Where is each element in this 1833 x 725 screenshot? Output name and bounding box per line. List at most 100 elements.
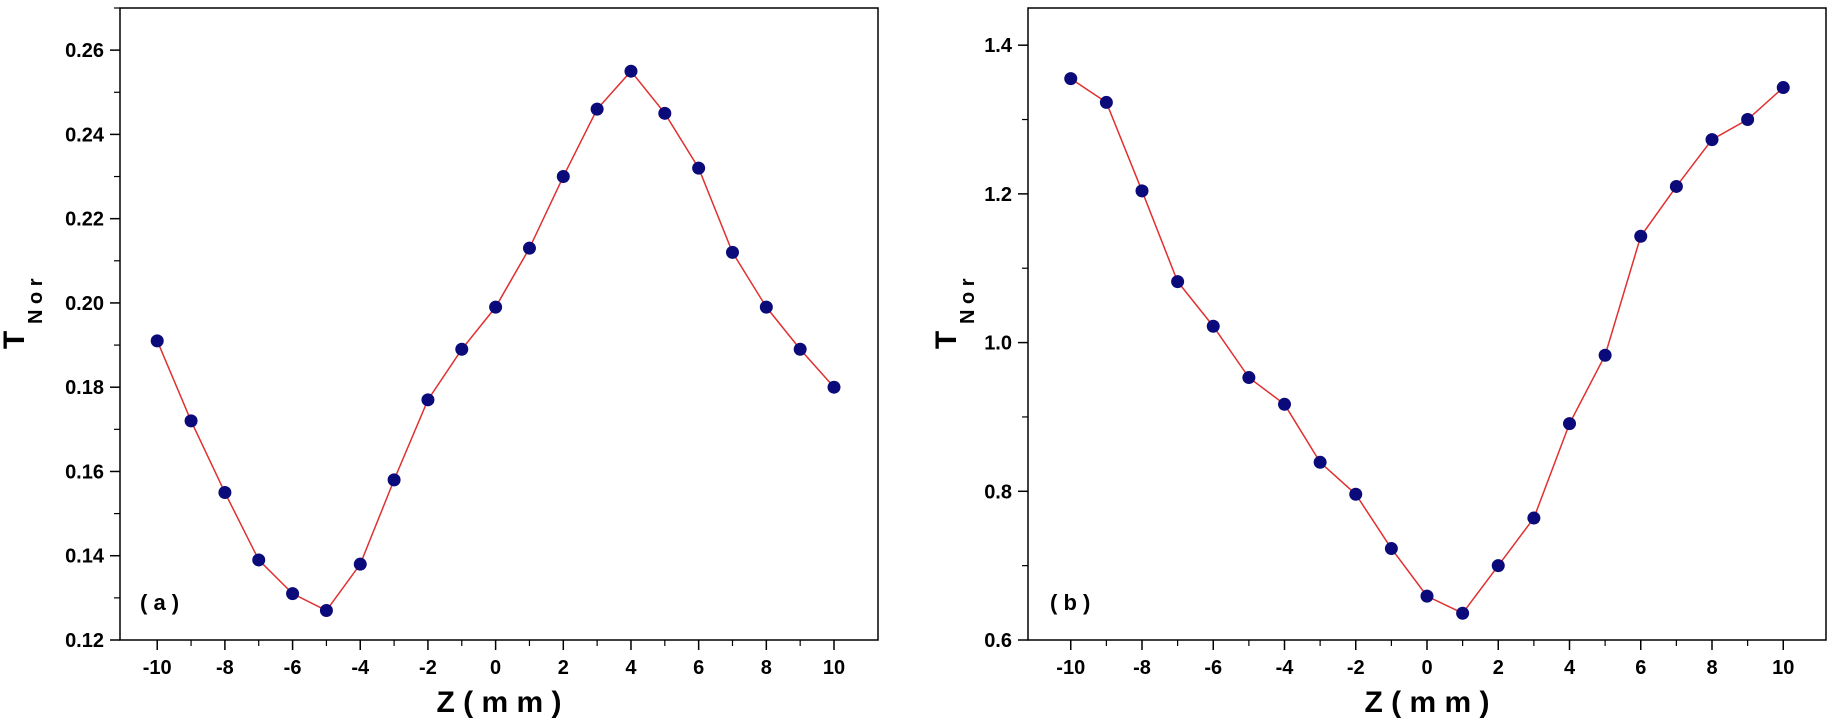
y-tick-label: 0.24: [65, 124, 105, 146]
x-tick-label: -10: [143, 657, 172, 679]
y-tick-label: 0.14: [65, 546, 105, 568]
data-point: [1171, 275, 1185, 289]
series-line: [156, 70, 835, 612]
panel-label: ( a ): [140, 590, 179, 615]
y-axis-label-sub: N o r: [957, 278, 979, 324]
data-point: [522, 241, 536, 255]
x-tick-label: 8: [761, 657, 772, 679]
y-tick-label: 0.16: [65, 461, 104, 483]
data-point: [1064, 72, 1078, 86]
y-axis-label-sub: N o r: [25, 278, 47, 324]
data-point: [218, 486, 232, 500]
x-tick-label: 2: [1493, 657, 1504, 679]
x-tick-label: 8: [1706, 657, 1717, 679]
x-tick-label: -2: [1347, 657, 1365, 679]
y-tick-label: 0.20: [65, 293, 104, 315]
x-tick-label: 0: [490, 657, 501, 679]
data-point: [1135, 184, 1149, 198]
data-point: [421, 393, 435, 407]
data-point: [1456, 606, 1470, 620]
chart-panel-a: -10 -8 -6 -4 -2 0 2 4 6 8 10 0.120.140.160.180.200…: [0, 7, 879, 719]
data-point: [1242, 371, 1256, 385]
x-tick-label: 2: [558, 657, 569, 679]
chart-panel-b: -10 -8 -6 -4 -2 0 2 4 6 8 10 0.6 0.8 1.0 1.2 1.4 ( b )…: [930, 7, 1827, 719]
y-axis-label-main: T: [930, 331, 963, 349]
y-tick-label: 0.22: [65, 209, 104, 231]
plot-frame: [1027, 7, 1827, 641]
x-tick-label: 6: [693, 657, 704, 679]
data-point: [1776, 81, 1790, 95]
x-tick-label: -4: [1276, 657, 1295, 679]
x-axis-label: Z ( m m ): [437, 686, 562, 719]
y-tick-label: 0.6: [984, 630, 1012, 652]
series-markers: [150, 64, 841, 618]
data-point: [1384, 542, 1398, 556]
data-point: [658, 106, 672, 120]
y-tick-label: 1.2: [984, 184, 1012, 206]
x-tick-label: 4: [1564, 657, 1576, 679]
axis-ticks: [110, 7, 835, 650]
y-tick-label: 1.4: [984, 35, 1013, 57]
data-point: [1669, 179, 1683, 193]
x-tick-labels: -10 -8 -6 -4 -2 0 2 4 6 8 10: [1056, 657, 1794, 679]
x-tick-label: 0: [1421, 657, 1432, 679]
data-point: [387, 473, 401, 487]
data-point: [1491, 559, 1505, 573]
y-tick-label: 0.18: [65, 377, 104, 399]
data-point: [1278, 397, 1291, 411]
x-tick-label: -6: [284, 657, 302, 679]
x-tick-label: 6: [1635, 657, 1646, 679]
x-tick-label: 10: [823, 657, 845, 679]
y-tick-label: 0.8: [984, 481, 1012, 503]
x-tick-label: 10: [1772, 657, 1794, 679]
data-point: [1705, 133, 1719, 147]
x-tick-label: -6: [1204, 657, 1222, 679]
y-tick-labels: 0.12 0.14 0.16 0.18 0.20 0.22 0.24 0.26: [65, 40, 105, 652]
y-axis-label-main: T: [0, 331, 31, 349]
data-point: [319, 604, 333, 618]
series-line: [1070, 78, 1784, 615]
data-point: [1206, 319, 1220, 333]
data-point: [692, 161, 706, 175]
data-point: [590, 102, 604, 116]
data-point: [1527, 511, 1541, 525]
axis-ticks: [1018, 44, 1784, 650]
x-tick-label: -4: [351, 657, 370, 679]
data-point: [1099, 95, 1113, 109]
data-point: [184, 414, 198, 428]
panel-label: ( b ): [1050, 590, 1090, 615]
series-line-path: [156, 70, 835, 612]
data-point: [455, 342, 469, 356]
plot-frame: [119, 7, 879, 641]
data-point: [624, 64, 638, 78]
data-point: [489, 300, 503, 314]
x-axis-label: Z ( m m ): [1365, 686, 1490, 719]
data-point: [1563, 417, 1576, 431]
data-point: [1741, 113, 1755, 127]
data-point: [759, 300, 773, 314]
x-tick-label: -8: [216, 657, 234, 679]
data-point: [556, 170, 570, 184]
y-tick-label: 0.12: [65, 630, 104, 652]
x-tick-label: 4: [625, 657, 637, 679]
x-tick-labels: -10 -8 -6 -4 -2 0 2 4 6 8 10: [143, 657, 845, 679]
y-tick-label: 0.26: [65, 40, 104, 62]
data-point: [793, 342, 807, 356]
data-point: [827, 380, 841, 394]
data-point: [150, 334, 164, 348]
data-point: [1420, 589, 1434, 603]
y-tick-label: 1.0: [984, 333, 1012, 355]
series-markers: [1064, 72, 1790, 620]
data-point: [1349, 487, 1363, 501]
data-point: [725, 245, 739, 259]
x-tick-label: -10: [1056, 657, 1085, 679]
data-point: [286, 587, 300, 601]
data-point: [1634, 229, 1648, 243]
y-axis-label: T N o r: [0, 278, 47, 349]
series-line-path: [1070, 78, 1784, 615]
y-axis-label: T N o r: [930, 278, 979, 349]
data-point: [1313, 455, 1327, 469]
x-tick-label: -2: [419, 657, 437, 679]
y-tick-labels: 0.6 0.8 1.0 1.2 1.4: [984, 35, 1013, 652]
